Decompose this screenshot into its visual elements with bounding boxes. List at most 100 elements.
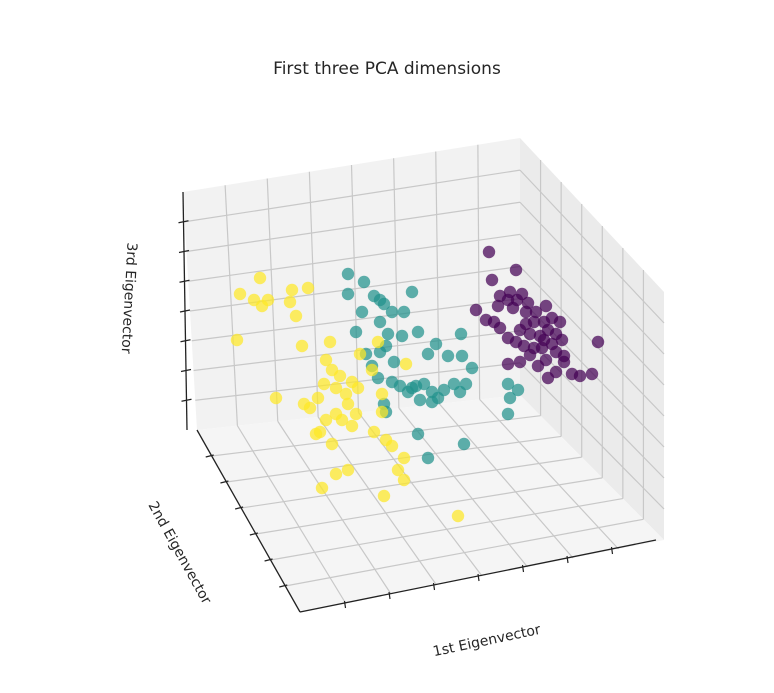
data-point — [511, 383, 525, 397]
data-point — [315, 481, 329, 495]
data-point — [375, 387, 389, 401]
data-point — [491, 299, 505, 313]
data-point — [537, 333, 551, 347]
data-point — [385, 439, 399, 453]
data-point — [405, 285, 419, 299]
series-class-1 — [341, 267, 525, 465]
data-point — [493, 289, 507, 303]
data-point — [365, 363, 379, 377]
y-axis-line — [196, 429, 301, 613]
data-point — [349, 407, 363, 421]
data-point — [329, 381, 343, 395]
data-point — [591, 335, 605, 349]
data-point — [397, 451, 411, 465]
data-point — [387, 355, 401, 369]
data-point — [351, 381, 365, 395]
data-point — [411, 427, 425, 441]
axis-ticks — [178, 220, 614, 609]
data-point — [341, 463, 355, 477]
data-point — [451, 509, 465, 523]
data-point — [501, 331, 515, 345]
data-point — [523, 327, 537, 341]
series-class-0 — [469, 245, 605, 385]
data-point — [301, 281, 315, 295]
data-point — [509, 263, 523, 277]
data-point — [503, 391, 517, 405]
data-point — [325, 437, 339, 451]
data-point — [377, 489, 391, 503]
data-point — [373, 345, 387, 359]
data-point — [339, 387, 353, 401]
data-point — [373, 315, 387, 329]
data-point — [289, 309, 303, 323]
data-point — [353, 347, 367, 361]
data-point — [375, 405, 389, 419]
data-point — [295, 339, 309, 353]
data-point — [437, 383, 451, 397]
data-point — [501, 357, 515, 371]
data-point — [329, 467, 343, 481]
data-point — [425, 395, 439, 409]
data-point — [454, 327, 468, 341]
data-point — [539, 299, 553, 313]
data-point — [399, 357, 413, 371]
data-point — [349, 325, 363, 339]
data-point — [283, 295, 297, 309]
data-point — [333, 369, 347, 383]
data-point — [319, 353, 333, 367]
pane-floor — [197, 395, 664, 612]
data-point — [501, 407, 515, 421]
data-point — [485, 273, 499, 287]
data-point — [317, 377, 331, 391]
data-point — [455, 349, 469, 363]
data-point — [391, 463, 405, 477]
data-point — [519, 305, 533, 319]
data-point — [515, 287, 529, 301]
data-point — [573, 369, 587, 383]
pane-back — [183, 138, 520, 430]
data-point — [585, 367, 599, 381]
data-point — [371, 335, 385, 349]
data-point — [555, 333, 569, 347]
gridlines — [184, 144, 665, 604]
data-point — [411, 325, 425, 339]
data-point — [465, 361, 479, 375]
data-point — [413, 393, 427, 407]
data-point — [397, 473, 411, 487]
data-point — [421, 451, 435, 465]
data-point — [513, 323, 527, 337]
data-point — [345, 419, 359, 433]
data-point — [341, 267, 355, 281]
data-point — [429, 337, 443, 351]
data-point — [357, 275, 371, 289]
pane-right — [520, 138, 664, 540]
data-point — [469, 303, 483, 317]
data-point — [377, 297, 391, 311]
data-point — [309, 427, 323, 441]
data-point — [233, 287, 247, 301]
data-point — [319, 413, 333, 427]
data-point — [385, 305, 399, 319]
data-point — [285, 283, 299, 297]
data-point — [253, 271, 267, 285]
data-point — [367, 425, 381, 439]
data-point — [459, 377, 473, 391]
data-point — [381, 327, 395, 341]
data-point — [531, 359, 545, 373]
data-point — [335, 413, 349, 427]
data-point — [395, 329, 409, 343]
data-point — [529, 305, 543, 319]
data-point — [297, 397, 311, 411]
data-point — [311, 391, 325, 405]
data-point — [417, 377, 431, 391]
data-point — [230, 333, 244, 347]
data-point — [557, 349, 571, 363]
data-point — [355, 305, 369, 319]
data-point — [479, 313, 493, 327]
data-point — [541, 371, 555, 385]
data-point — [269, 391, 283, 405]
data-point — [255, 299, 269, 313]
series-class-2 — [230, 271, 465, 523]
